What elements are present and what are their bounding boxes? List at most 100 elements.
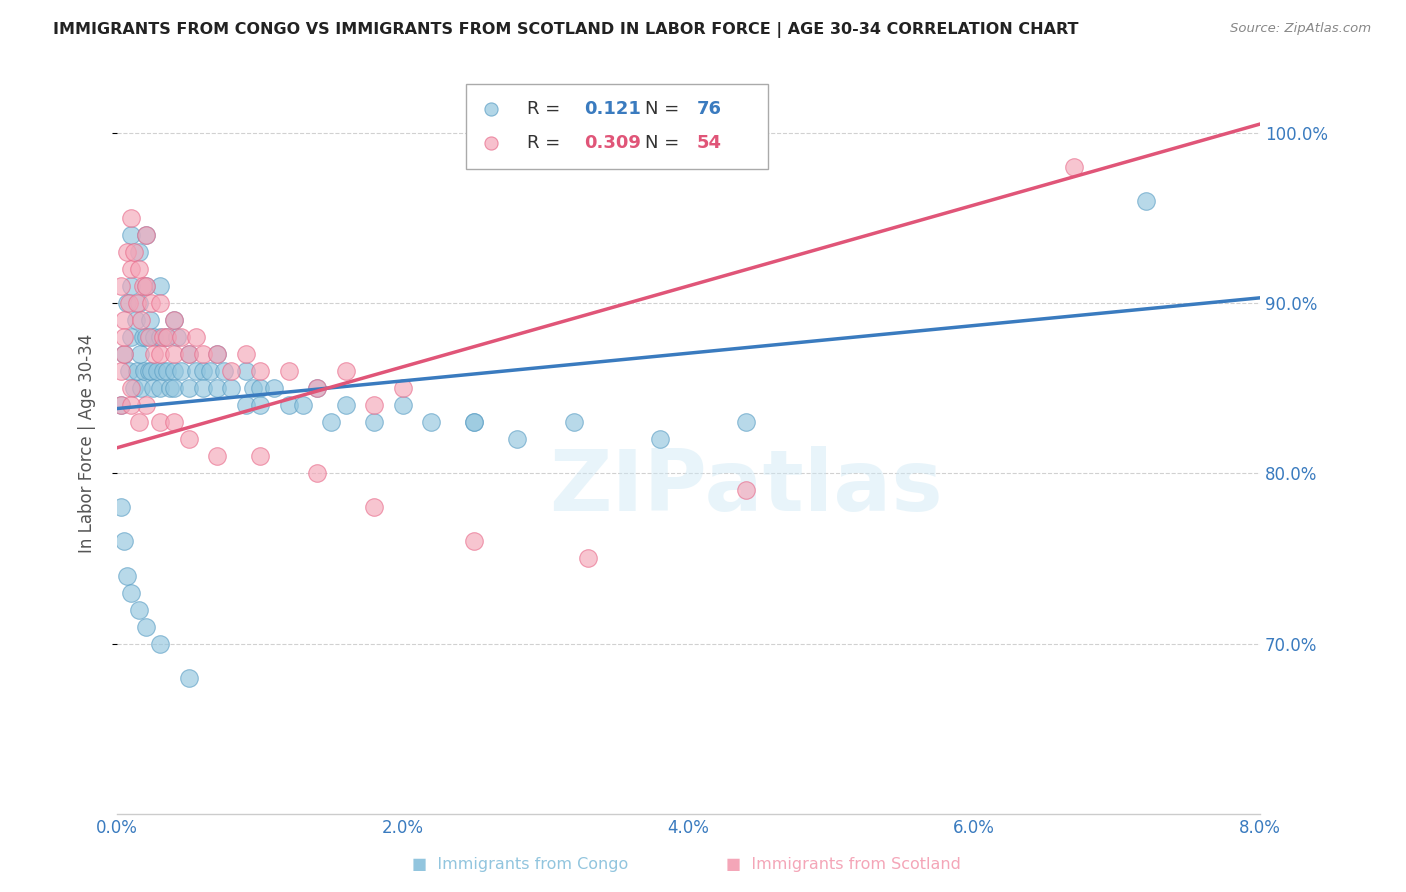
Point	[122, 244, 145, 259]
Point	[149, 330, 172, 344]
Point	[506, 432, 529, 446]
Point	[277, 364, 299, 378]
Point	[135, 279, 157, 293]
Point	[177, 432, 200, 446]
Point	[110, 364, 132, 378]
Point	[115, 244, 138, 259]
Point	[163, 313, 186, 327]
Point	[170, 330, 193, 344]
Point	[1135, 194, 1157, 208]
Point	[221, 364, 243, 378]
Point	[128, 602, 150, 616]
Text: IMMIGRANTS FROM CONGO VS IMMIGRANTS FROM SCOTLAND IN LABOR FORCE | AGE 30-34 COR: IMMIGRANTS FROM CONGO VS IMMIGRANTS FROM…	[53, 22, 1078, 38]
Point	[149, 381, 172, 395]
Point	[149, 296, 172, 310]
Point	[155, 330, 177, 344]
Point	[159, 381, 181, 395]
Point	[648, 432, 671, 446]
Point	[163, 347, 186, 361]
Point	[363, 415, 385, 429]
Point	[191, 347, 214, 361]
Point	[335, 398, 357, 412]
Point	[120, 381, 142, 395]
Point	[131, 313, 153, 327]
Point	[249, 450, 271, 464]
Point	[191, 381, 214, 395]
Point	[205, 450, 228, 464]
Point	[127, 296, 149, 310]
Point	[1063, 160, 1085, 174]
Point	[120, 279, 142, 293]
Point	[139, 313, 162, 327]
Point	[143, 347, 166, 361]
Point	[120, 261, 142, 276]
Point	[734, 483, 756, 498]
Point	[128, 296, 150, 310]
Point	[129, 347, 152, 361]
Point	[146, 364, 169, 378]
Point	[191, 364, 214, 378]
Point	[177, 381, 200, 395]
Point	[463, 534, 485, 549]
Point	[152, 364, 174, 378]
Point	[578, 551, 600, 566]
Point	[135, 279, 157, 293]
Point	[163, 415, 186, 429]
Point	[166, 330, 188, 344]
Point	[143, 330, 166, 344]
Point	[391, 398, 413, 412]
Point	[198, 364, 221, 378]
Point	[163, 313, 186, 327]
Point	[122, 381, 145, 395]
Text: 0.309: 0.309	[585, 135, 641, 153]
Point	[235, 364, 257, 378]
Point	[205, 347, 228, 361]
Point	[112, 313, 135, 327]
Point	[117, 364, 139, 378]
Point	[177, 347, 200, 361]
Point	[128, 244, 150, 259]
Point	[132, 330, 155, 344]
Point	[184, 364, 207, 378]
FancyBboxPatch shape	[465, 84, 769, 169]
Point	[734, 415, 756, 429]
Point	[152, 330, 174, 344]
Point	[138, 330, 160, 344]
Point	[156, 330, 179, 344]
Point	[463, 415, 485, 429]
Point	[141, 364, 163, 378]
Point	[135, 227, 157, 242]
Text: ■  Immigrants from Congo: ■ Immigrants from Congo	[412, 857, 628, 872]
Text: N =: N =	[645, 135, 685, 153]
Point	[128, 261, 150, 276]
Point	[138, 364, 160, 378]
Point	[115, 568, 138, 582]
Point	[117, 296, 139, 310]
Point	[120, 398, 142, 412]
Point	[363, 398, 385, 412]
Text: N =: N =	[645, 100, 685, 118]
Point	[110, 398, 132, 412]
Text: ■  Immigrants from Scotland: ■ Immigrants from Scotland	[725, 857, 962, 872]
Point	[212, 364, 235, 378]
Point	[221, 381, 243, 395]
Point	[120, 585, 142, 599]
Point	[205, 347, 228, 361]
Text: R =: R =	[527, 100, 567, 118]
Point	[205, 381, 228, 395]
Point	[127, 364, 149, 378]
Point	[110, 500, 132, 515]
Point	[110, 398, 132, 412]
Text: R =: R =	[527, 135, 567, 153]
Point	[263, 381, 285, 395]
Point	[170, 364, 193, 378]
Point	[235, 347, 257, 361]
Point	[335, 364, 357, 378]
Point	[112, 347, 135, 361]
Point	[135, 330, 157, 344]
Text: 54: 54	[696, 135, 721, 153]
Point	[149, 279, 172, 293]
Point	[363, 500, 385, 515]
Point	[132, 279, 155, 293]
Text: 76: 76	[696, 100, 721, 118]
